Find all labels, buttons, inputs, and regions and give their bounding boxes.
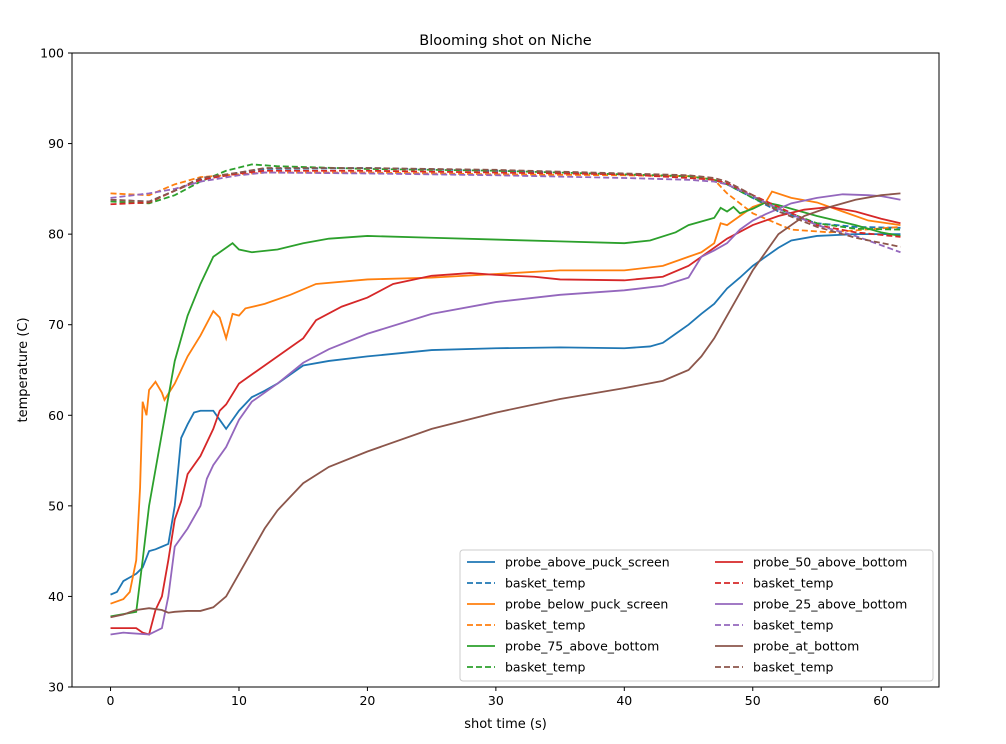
series-line-probe_25_above_bottom <box>110 193 901 636</box>
x-tick-label: 30 <box>488 693 504 708</box>
x-tick-label: 0 <box>107 693 115 708</box>
legend-label: probe_25_above_bottom <box>753 597 907 612</box>
series-line-basket_temp-5 <box>110 163 901 231</box>
y-tick-label: 80 <box>48 227 64 242</box>
legend-label: basket_temp <box>505 618 586 633</box>
series-line-basket_temp-7 <box>110 169 901 238</box>
legend-label: probe_50_above_bottom <box>753 555 907 570</box>
y-tick-label: 60 <box>48 408 64 423</box>
series-line-probe_above_puck_screen <box>110 233 901 596</box>
y-axis-label: temperature (C) <box>16 317 31 422</box>
x-tick-label: 10 <box>231 693 247 708</box>
series-line-basket_temp-11 <box>110 167 901 248</box>
series-line-probe_75_above_bottom <box>110 201 901 618</box>
y-tick-label: 50 <box>48 498 64 513</box>
x-axis-label: shot time (s) <box>464 717 547 732</box>
legend-label: basket_temp <box>505 660 586 675</box>
legend-label: probe_75_above_bottom <box>505 639 659 654</box>
legend-label: probe_above_puck_screen <box>505 555 670 570</box>
legend-label: probe_below_puck_screen <box>505 597 668 612</box>
y-tick-label: 90 <box>48 136 64 151</box>
x-tick-label: 20 <box>359 693 375 708</box>
series-line-probe_below_puck_screen <box>110 190 901 605</box>
y-tick-label: 100 <box>40 46 64 61</box>
legend: probe_above_puck_screen basket_temp probe_… <box>459 549 934 682</box>
series-line-basket_temp-9 <box>110 171 901 254</box>
x-tick-label: 50 <box>745 693 761 708</box>
series-line-probe_at_bottom <box>110 192 901 619</box>
y-tick-label: 40 <box>48 589 64 604</box>
series-line-probe_50_above_bottom <box>110 206 901 636</box>
y-tick-label: 30 <box>48 680 64 695</box>
x-tick-label: 60 <box>873 693 889 708</box>
chart-title: Blooming shot on Niche <box>419 33 591 49</box>
legend-label: basket_temp <box>753 618 834 633</box>
legend-label: basket_temp <box>753 660 834 675</box>
legend-label: basket_temp <box>753 576 834 591</box>
plot-frame <box>71 52 940 688</box>
series-line-basket_temp-3 <box>110 171 901 234</box>
legend-label: basket_temp <box>505 576 586 591</box>
y-tick-label: 70 <box>48 317 64 332</box>
x-tick-label: 40 <box>616 693 632 708</box>
legend-label: probe_at_bottom <box>753 639 859 654</box>
